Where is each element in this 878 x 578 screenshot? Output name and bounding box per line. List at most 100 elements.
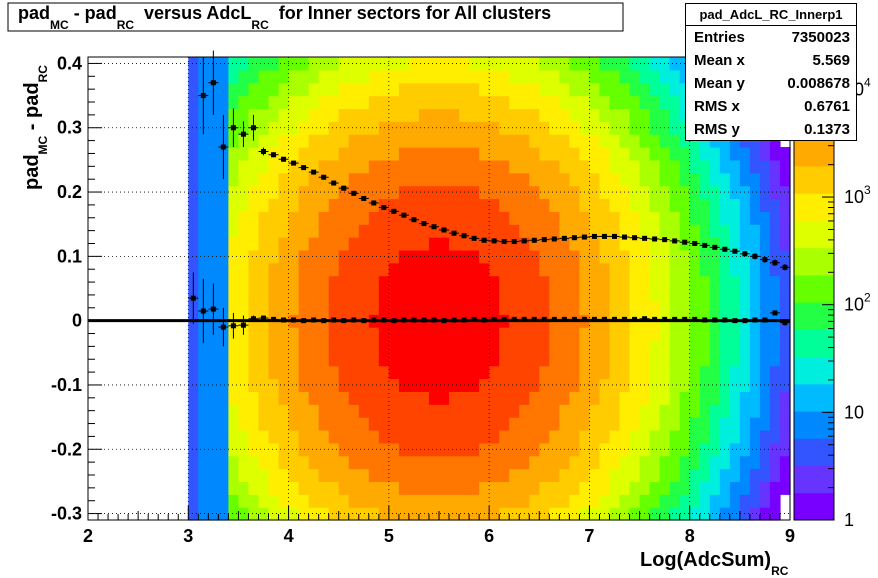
heatmap-cell	[529, 249, 540, 264]
profile-point	[250, 316, 256, 322]
heatmap-cell	[769, 159, 781, 174]
heatmap-cell	[348, 455, 360, 470]
heatmap-cell	[569, 468, 580, 483]
heatmap-cell	[328, 417, 340, 431]
heatmap-cell	[769, 327, 781, 341]
heatmap-cell	[569, 507, 580, 521]
heatmap-cell	[719, 249, 731, 264]
heatmap-cell	[358, 352, 370, 367]
heatmap-cell	[769, 172, 781, 187]
profile-point	[381, 204, 387, 210]
heatmap-cell	[689, 404, 701, 418]
heatmap-cell	[509, 481, 520, 495]
heatmap-cell	[198, 455, 209, 470]
heatmap-cell	[609, 57, 621, 71]
heatmap-cell	[298, 339, 310, 354]
x-tick-label: 6	[484, 526, 494, 546]
profile-point	[311, 317, 317, 323]
heatmap-cell	[238, 455, 250, 470]
heatmap-cell	[338, 301, 350, 315]
heatmap-cell	[579, 275, 591, 290]
heatmap-cell	[499, 159, 510, 174]
heatmap-cell	[579, 365, 591, 380]
heatmap-cell	[529, 327, 540, 341]
heatmap-cell	[469, 365, 480, 380]
heatmap-cell	[248, 494, 260, 508]
heatmap-cell	[328, 224, 340, 238]
heatmap-cell	[459, 134, 470, 148]
heatmap-cell	[398, 352, 410, 367]
heatmap-cell	[749, 378, 761, 392]
heatmap-cell	[408, 429, 420, 444]
heatmap-cell	[619, 494, 631, 508]
title-part-2: versus AdcL	[134, 3, 251, 23]
heatmap-cell	[408, 442, 420, 457]
heatmap-cell	[188, 365, 199, 380]
heatmap-cell	[469, 404, 480, 418]
heatmap-cell	[408, 507, 420, 521]
heatmap-cell	[739, 262, 751, 277]
heatmap-cell	[589, 365, 601, 380]
heatmap-cell	[368, 352, 380, 367]
heatmap-cell	[549, 468, 560, 483]
heatmap-cell	[629, 391, 641, 405]
heatmap-cell	[709, 147, 721, 161]
profile-point	[261, 315, 266, 321]
heatmap-cell	[509, 417, 520, 431]
heatmap-cell	[388, 288, 400, 302]
heatmap-cell	[428, 481, 440, 495]
heatmap-cell	[629, 185, 641, 200]
heatmap-cell	[469, 249, 480, 264]
heatmap-cell	[699, 262, 711, 277]
heatmap-cell	[278, 417, 290, 431]
heatmap-cell	[388, 95, 400, 110]
heatmap-cell	[388, 352, 400, 367]
heatmap-cell	[268, 82, 280, 97]
heatmap-cell	[639, 159, 651, 174]
heatmap-cell	[388, 108, 400, 122]
heatmap-cell	[729, 327, 741, 341]
heatmap-cell	[599, 468, 611, 483]
heatmap-cell	[519, 237, 530, 251]
profile-point	[591, 316, 597, 322]
heatmap-cell	[318, 327, 330, 341]
heatmap-cell	[398, 211, 410, 225]
heatmap-cell	[679, 404, 691, 418]
heatmap-cell	[759, 391, 771, 405]
heatmap-cell	[348, 159, 360, 174]
heatmap-cell	[368, 95, 380, 110]
heatmap-cell	[649, 237, 661, 251]
heatmap-cell	[278, 121, 290, 135]
heatmap-cell	[609, 442, 621, 457]
heatmap-cell	[449, 57, 460, 71]
heatmap-cell	[439, 172, 450, 187]
heatmap-cell	[679, 327, 691, 341]
heatmap-cell	[328, 108, 340, 122]
heatmap-cell	[659, 159, 671, 174]
x-label-main: Log(AdcSum)	[640, 549, 771, 571]
heatmap-cell	[459, 365, 470, 380]
heatmap-cell	[188, 417, 199, 431]
heatmap-cell	[459, 147, 470, 161]
heatmap-cell	[649, 327, 661, 341]
heatmap-cell	[729, 404, 741, 418]
title-sub-0: MC	[50, 18, 69, 32]
heatmap-cell	[719, 378, 731, 392]
heatmap-cell	[699, 468, 711, 483]
heatmap-cell	[398, 159, 410, 174]
heatmap-cell	[709, 224, 721, 238]
heatmap-cell	[328, 339, 340, 354]
heatmap-cell	[579, 339, 591, 354]
heatmap-cell	[398, 95, 410, 110]
color-scale-swatch	[794, 138, 834, 167]
heatmap-cell	[479, 262, 490, 277]
heatmap-cell	[689, 147, 701, 161]
heatmap-cell	[539, 468, 550, 483]
heatmap-cell	[469, 108, 480, 122]
heatmap-cell	[679, 147, 691, 161]
heatmap-cell	[639, 481, 651, 495]
heatmap-cell	[599, 417, 611, 431]
profile-point	[531, 316, 537, 322]
heatmap-cell	[509, 352, 520, 367]
heatmap-cell	[368, 159, 380, 174]
